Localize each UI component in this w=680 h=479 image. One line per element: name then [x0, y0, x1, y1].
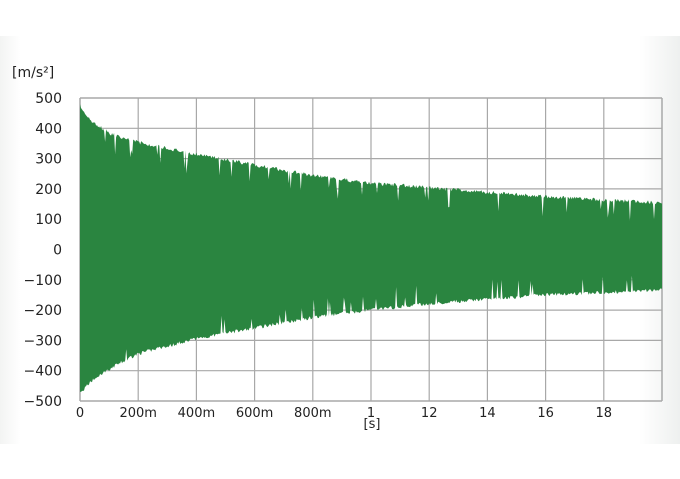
y-tick-label: 300 — [35, 152, 62, 168]
y-tick-label: 400 — [35, 121, 62, 137]
waveform-area — [80, 104, 662, 392]
y-tick-label: 200 — [35, 182, 62, 198]
x-tick-label: 16 — [537, 406, 554, 421]
x-tick-label: 200m — [119, 406, 156, 421]
y-axis-unit-label: [m/s²] — [12, 65, 54, 81]
x-tick-label: 600m — [236, 406, 273, 421]
x-tick-label: 1 — [367, 406, 375, 421]
x-tick-label: 12 — [421, 406, 438, 421]
y-tick-label: −200 — [24, 303, 62, 319]
x-tick-label: 18 — [596, 406, 613, 421]
x-tick-label: 14 — [479, 406, 496, 421]
y-tick-label: 0 — [53, 243, 62, 259]
y-tick-label: −500 — [24, 394, 62, 410]
y-tick-label: −400 — [24, 364, 62, 380]
x-tick-label: 0 — [76, 406, 84, 421]
x-tick-label: 800m — [294, 406, 331, 421]
signal-waveform — [80, 104, 662, 392]
y-tick-label: 100 — [35, 212, 62, 228]
x-axis-unit-label: [s] — [364, 417, 381, 432]
y-tick-label: 500 — [35, 91, 62, 107]
y-tick-label: −300 — [24, 333, 62, 349]
x-tick-label: 400m — [178, 406, 215, 421]
y-tick-label: −100 — [24, 273, 62, 289]
